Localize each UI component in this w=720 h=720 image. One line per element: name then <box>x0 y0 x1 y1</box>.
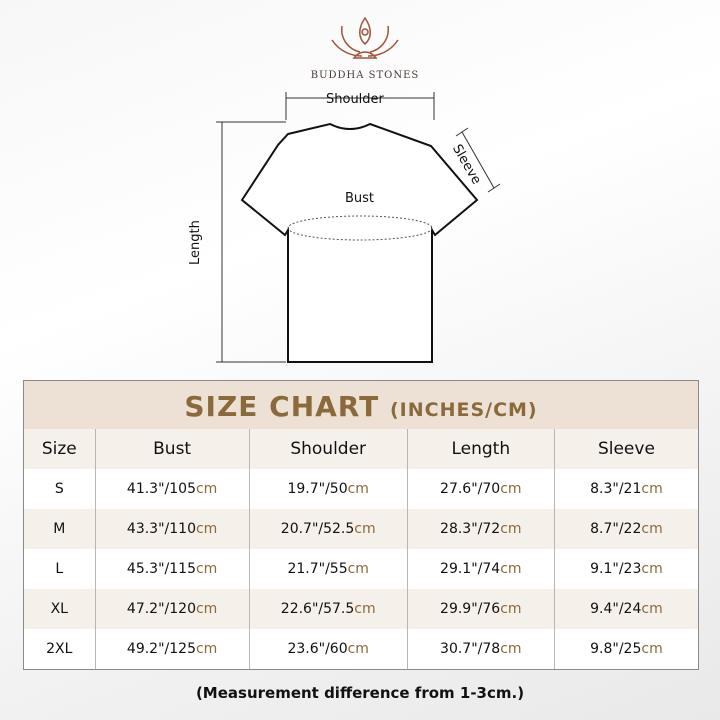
measure-cell: 22.6"/57.5 cm <box>248 589 407 629</box>
measure-cell: 49.2"/125 cm <box>94 629 249 669</box>
table-row: S 41.3"/105 cm 19.7"/50 cm 27.6"/70 cm 8.3"/21 c… <box>24 469 698 509</box>
measure-cell: 9.4"/24 cm <box>553 589 698 629</box>
value-text: 21.7"/55 <box>287 561 348 577</box>
value-text: 29.9"/76 <box>440 601 501 617</box>
measure-cell: 27.6"/70 cm <box>406 469 554 509</box>
value-text: 8.7"/22 <box>590 521 642 537</box>
measure-cell: 23.6"/60 cm <box>248 629 407 669</box>
measure-cell: 43.3"/110 cm <box>94 509 249 549</box>
unit-text: cm <box>500 521 522 537</box>
value-text: 9.4"/24 <box>590 601 642 617</box>
measure-cell: 47.2"/120 cm <box>94 589 249 629</box>
measure-cell: 9.8"/25 cm <box>553 629 698 669</box>
unit-text: cm <box>347 641 369 657</box>
value-text: 23.6"/60 <box>287 641 348 657</box>
header-cell: Length <box>406 429 554 469</box>
value-text: 47.2"/120 <box>126 601 196 617</box>
measure-cell: 21.7"/55 cm <box>248 549 407 589</box>
lotus-meditation-icon <box>331 16 399 59</box>
measure-cell: 29.9"/76 cm <box>406 589 554 629</box>
table-row: XL 47.2"/120 cm 22.6"/57.5 cm 29.9"/76 cm 9.4"/… <box>24 589 698 629</box>
header-cell: Bust <box>94 429 249 469</box>
unit-text: cm <box>500 641 522 657</box>
measurement-note: (Measurement difference from 1-3cm.) <box>195 684 525 702</box>
value-text: 20.7"/52.5 <box>280 521 355 537</box>
value-text: 27.6"/70 <box>440 481 501 497</box>
unit-text: cm <box>500 481 522 497</box>
measure-cell: 41.3"/105 cm <box>94 469 249 509</box>
unit-text: cm <box>354 521 376 537</box>
measure-cell: 8.3"/21 cm <box>553 469 698 509</box>
value-text: 9.1"/23 <box>590 561 642 577</box>
unit-text: cm <box>641 561 663 577</box>
value-text: 19.7"/50 <box>287 481 348 497</box>
table-row: M 43.3"/110 cm 20.7"/52.5 cm 28.3"/72 cm 8.7"/2… <box>24 509 698 549</box>
value-text: 22.6"/57.5 <box>280 601 355 617</box>
unit-text: cm <box>500 601 522 617</box>
value-text: 8.3"/21 <box>590 481 642 497</box>
unit-text: cm <box>641 521 663 537</box>
title-text: SIZE CHART <box>184 390 380 423</box>
unit-text: cm <box>195 601 218 617</box>
unit-text: cm <box>641 641 663 657</box>
bust-label: Bust <box>345 191 375 206</box>
unit-text: cm <box>347 561 369 577</box>
header-cell: Sleeve <box>553 429 698 469</box>
unit-text: cm <box>641 481 663 497</box>
value-text: 41.3"/105 <box>126 481 196 497</box>
unit-text: cm <box>500 561 522 577</box>
value-text: 49.2"/125 <box>126 641 196 657</box>
value-text: 9.8"/25 <box>590 641 642 657</box>
unit-text: cm <box>641 601 663 617</box>
size-cell: M <box>53 521 66 537</box>
header-cell: Shoulder <box>248 429 407 469</box>
unit-text: cm <box>195 641 218 657</box>
title-unit: (INCHES/CM) <box>389 399 538 421</box>
unit-text: cm <box>195 521 218 537</box>
table-row: 2XL 49.2"/125 cm 23.6"/60 cm 30.7"/78 cm 9.8"/2… <box>24 629 698 669</box>
measure-cell: 9.1"/23 cm <box>553 549 698 589</box>
size-cell: 2XL <box>46 641 73 657</box>
table-header-row: Size Bust Shoulder Length Sleeve <box>24 429 698 469</box>
size-cell: XL <box>50 601 68 617</box>
measure-cell: 29.1"/74 cm <box>406 549 554 589</box>
shoulder-label: Shoulder <box>326 92 384 107</box>
brand-name: BUDDHA STONES <box>310 70 420 81</box>
size-cell: L <box>55 561 64 577</box>
unit-text: cm <box>354 601 376 617</box>
value-text: 28.3"/72 <box>440 521 501 537</box>
tshirt-diagram <box>216 92 501 363</box>
unit-text: cm <box>195 481 218 497</box>
measure-cell: 8.7"/22 cm <box>553 509 698 549</box>
header-cell: Size <box>41 439 77 459</box>
measure-cell: 45.3"/115 cm <box>94 549 249 589</box>
value-text: 30.7"/78 <box>440 641 501 657</box>
value-text: 45.3"/115 <box>126 561 196 577</box>
measure-cell: 19.7"/50 cm <box>248 469 407 509</box>
value-text: 43.3"/110 <box>126 521 196 537</box>
length-label: Length <box>188 220 203 265</box>
brand-logo: BUDDHA STONES <box>310 14 420 81</box>
unit-text: cm <box>347 481 369 497</box>
size-cell: S <box>54 481 64 497</box>
measure-cell: 20.7"/52.5 cm <box>248 509 407 549</box>
table-row: L 45.3"/115 cm 21.7"/55 cm 29.1"/74 cm 9.1"/23 c… <box>24 549 698 589</box>
table-title: SIZE CHART (INCHES/CM) <box>24 381 698 429</box>
measure-cell: 30.7"/78 cm <box>406 629 554 669</box>
value-text: 29.1"/74 <box>440 561 501 577</box>
measure-cell: 28.3"/72 cm <box>406 509 554 549</box>
size-chart-table: SIZE CHART (INCHES/CM) Size Bust Shoulde… <box>23 380 699 670</box>
unit-text: cm <box>195 561 218 577</box>
